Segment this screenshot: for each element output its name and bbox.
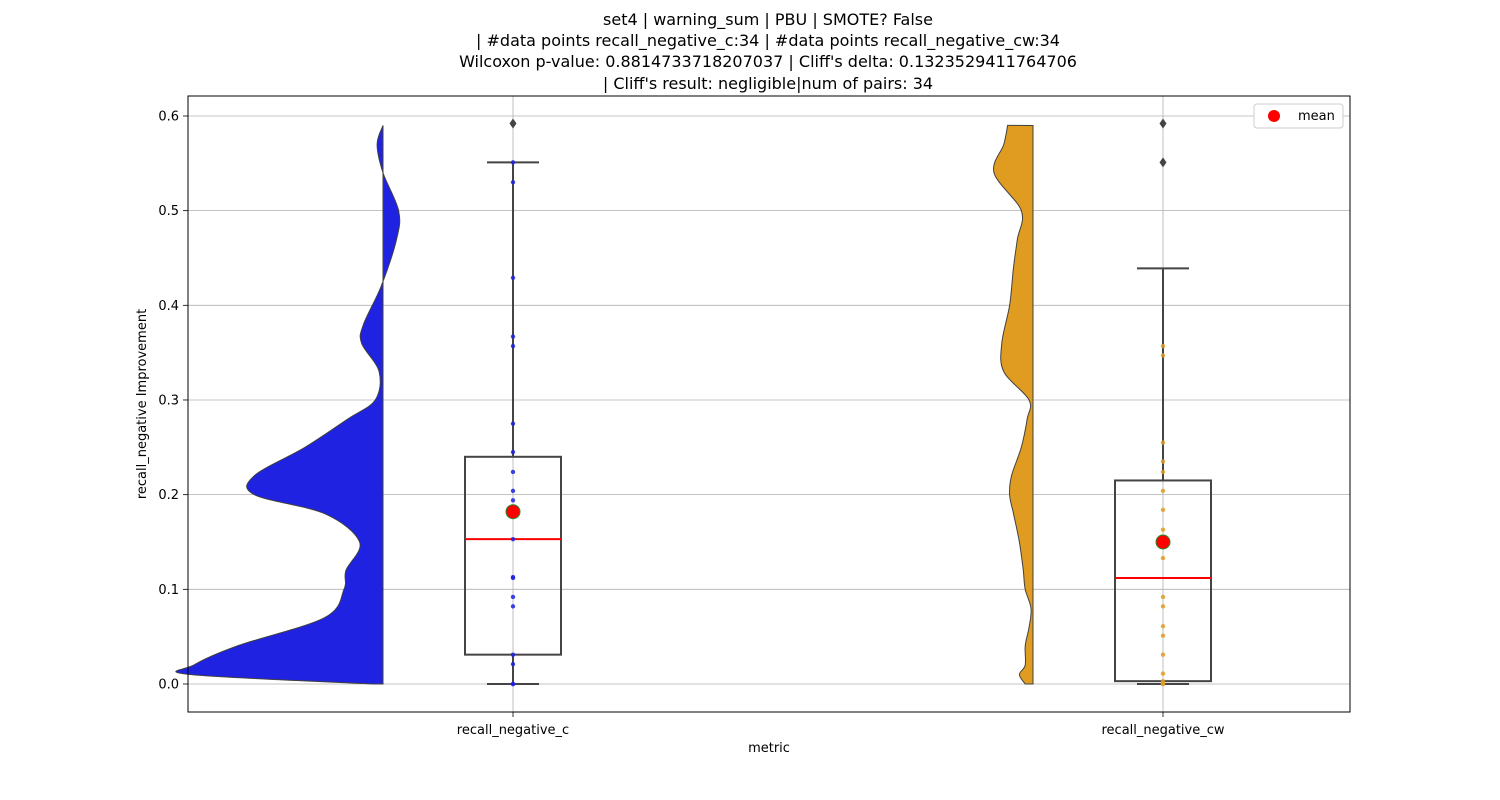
title-line-1: set4 | warning_sum | PBU | SMOTE? False: [603, 10, 933, 30]
y-tick-label: 0.2: [158, 488, 179, 503]
data-point: [1160, 555, 1166, 561]
data-point: [1160, 343, 1166, 349]
data-point: [510, 498, 516, 503]
data-point: [510, 334, 516, 339]
data-point: [1160, 671, 1166, 676]
outlier-marker: [509, 118, 517, 129]
y-tick-label: 0.3: [158, 393, 179, 408]
data-point: [510, 488, 516, 494]
mean-markers: [505, 504, 1171, 550]
data-point: [510, 594, 516, 600]
data-point: [510, 661, 516, 667]
data-point: [1160, 459, 1166, 464]
y-axis-label: recall_negative Improvement: [135, 309, 150, 499]
data-point: [1160, 678, 1166, 684]
data-point: [510, 343, 516, 349]
x-axis-ticks: recall_negative_c recall_negative_cw: [457, 712, 1225, 738]
legend-mean-marker: [1268, 110, 1280, 122]
y-tick-label: 0.5: [158, 204, 179, 219]
data-point: [1160, 594, 1166, 600]
y-tick-label: 0.1: [158, 583, 179, 598]
title-line-4: | Cliff's result: negligible|num of pair…: [603, 74, 933, 93]
y-tick-label: 0.0: [158, 678, 179, 693]
data-point: [1160, 507, 1166, 513]
data-point: [510, 469, 516, 475]
violins: [175, 124, 1034, 685]
x-tick-label: recall_negative_cw: [1101, 723, 1224, 738]
y-axis-ticks: 0.0 0.1 0.2 0.3 0.4 0.5 0.6: [158, 109, 188, 693]
violin-recall_negative_c: [175, 125, 401, 685]
data-point: [1160, 527, 1166, 532]
data-point: [510, 421, 516, 426]
data-point: [510, 604, 516, 609]
x-tick-label: recall_negative_c: [457, 723, 569, 738]
data-point: [1160, 469, 1166, 475]
plot-area-frame: [187, 95, 1351, 713]
data-point: [510, 536, 516, 542]
data-point: [510, 275, 516, 281]
title-line-3: Wilcoxon p-value: 0.8814733718207037 | C…: [459, 52, 1077, 71]
mean-marker: [1155, 534, 1171, 550]
y-tick-label: 0.4: [158, 299, 179, 314]
data-point: [1160, 440, 1166, 445]
data-point: [1160, 624, 1166, 629]
data-point: [510, 681, 516, 687]
data-point: [1160, 633, 1166, 638]
outlier-marker: [1159, 118, 1167, 129]
data-point: [510, 574, 516, 580]
data-point: [510, 652, 516, 657]
data-point: [1160, 652, 1166, 657]
strip-points: [510, 160, 1166, 687]
title-line-2: | #data points recall_negative_c:34 | #d…: [476, 31, 1060, 51]
data-point: [1160, 353, 1166, 358]
violin-recall_negative_cw: [992, 124, 1034, 685]
outlier-marker: [1159, 157, 1167, 168]
x-axis-label: metric: [748, 741, 790, 756]
chart-title: set4 | warning_sum | PBU | SMOTE? False …: [459, 10, 1077, 93]
data-point: [510, 180, 516, 185]
data-point: [1160, 604, 1166, 609]
data-point: [510, 160, 516, 165]
mean-marker: [505, 504, 521, 520]
data-point: [1160, 488, 1166, 494]
legend-box: [1253, 103, 1344, 129]
legend: mean: [1253, 103, 1344, 129]
legend-mean-label: mean: [1298, 109, 1335, 124]
y-tick-label: 0.6: [158, 109, 179, 124]
data-point: [510, 449, 516, 455]
